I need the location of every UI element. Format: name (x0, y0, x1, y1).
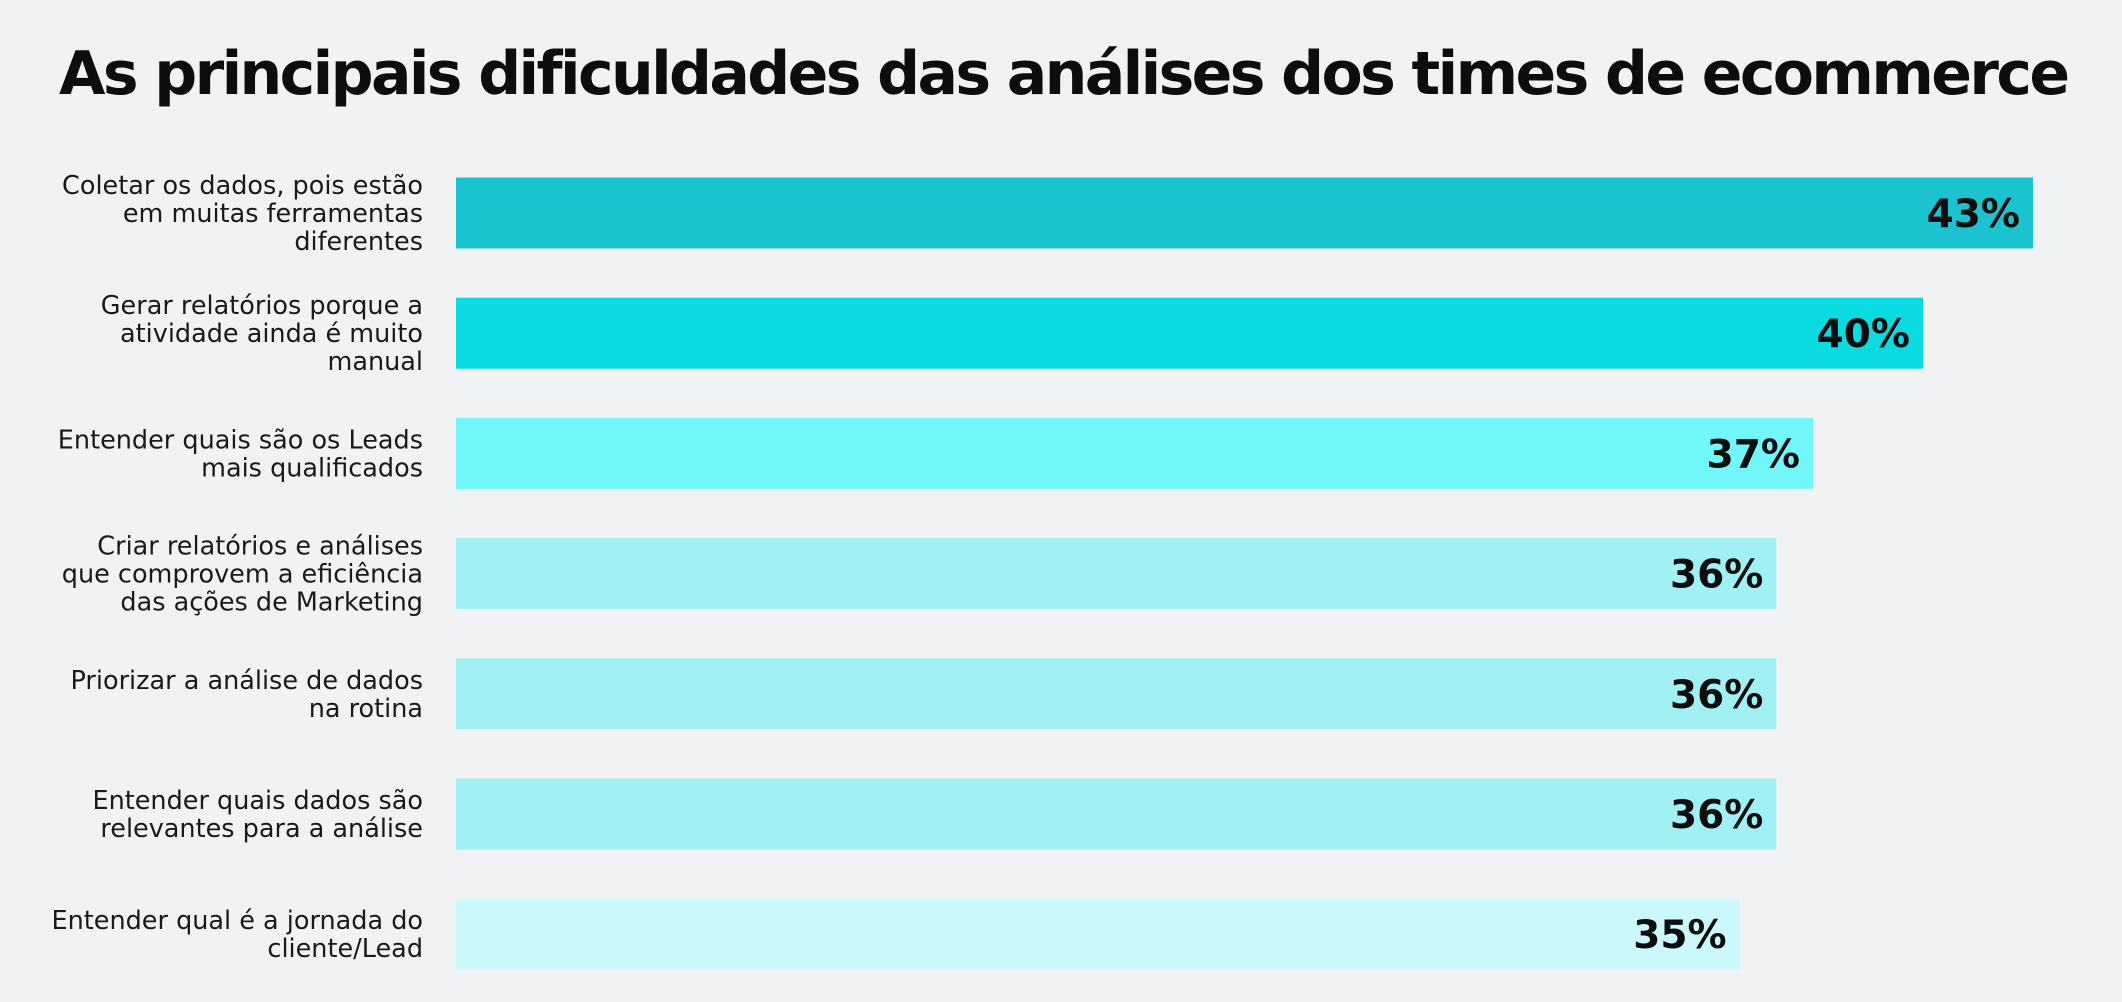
value-label-6: 36% (1670, 793, 1763, 838)
category-label-7: Entender qual é a jornada do cliente/Lead (52, 906, 424, 964)
bar-6 (456, 778, 1777, 850)
category-label-2: Gerar relatórios porque a atividade ainda… (101, 291, 423, 377)
category-label-4: Criar relatórios e análises que comprovem… (62, 532, 423, 618)
value-label-3: 37% (1707, 432, 1800, 477)
chart-title: As principais dificuldades das análises … (59, 39, 2070, 109)
category-label-5: Priorizar a análise de dados na rotina (70, 666, 423, 724)
bar-3 (456, 417, 1813, 489)
bar-2 (456, 297, 1923, 369)
bar-1 (456, 177, 2033, 249)
bar-5 (456, 658, 1777, 730)
bar-7 (456, 898, 1740, 970)
value-label-1: 43% (1927, 192, 2020, 237)
value-label-2: 40% (1817, 312, 1910, 357)
value-label-7: 35% (1633, 913, 1726, 958)
value-label-4: 36% (1670, 553, 1763, 598)
category-label-1: Coletar os dados, pois estão em muitas fe… (62, 171, 423, 257)
bar-4 (456, 538, 1777, 610)
category-label-3: Entender quais são os Leads mais qualific… (58, 425, 423, 483)
value-label-5: 36% (1670, 673, 1763, 718)
category-label-6: Entender quais dados são relevantes para … (92, 786, 423, 844)
